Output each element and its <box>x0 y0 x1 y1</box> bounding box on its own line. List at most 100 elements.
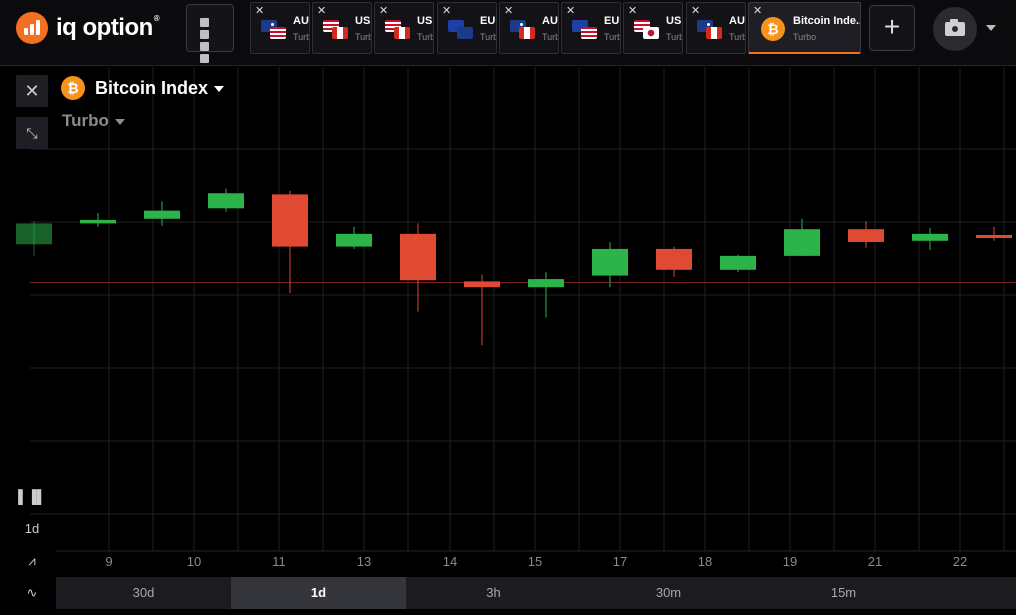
candle-body <box>784 229 820 256</box>
tab-type: Turb <box>666 32 683 42</box>
tab-symbol: EUI <box>604 15 621 27</box>
close-icon[interactable]: ✕ <box>566 5 576 17</box>
close-icon[interactable]: ✕ <box>442 5 452 17</box>
tab-type: Turb <box>355 32 372 42</box>
asset-type-selector[interactable]: Turbo <box>62 111 125 131</box>
chart-type-button[interactable]: ▌▐▌ <box>16 483 48 511</box>
x-tick-label: 11 <box>272 554 286 569</box>
minimize-button[interactable]: ⤡ <box>16 117 48 149</box>
close-icon[interactable]: ✕ <box>753 5 763 17</box>
currency-flags-icon <box>634 20 660 40</box>
candle-body <box>976 235 1012 238</box>
x-tick-label: 13 <box>356 554 372 569</box>
tab-type: Turbo <box>293 32 309 42</box>
candle-body <box>592 248 628 276</box>
period-15m[interactable]: 15m <box>830 585 857 600</box>
candle-body <box>16 223 52 245</box>
candle-body <box>208 193 244 209</box>
close-chart-button[interactable]: ✕ <box>16 75 48 107</box>
minimize-icon: ⤡ <box>26 125 38 141</box>
tab-type: Turb <box>542 32 559 42</box>
tab-type: Turb <box>480 32 497 42</box>
close-icon[interactable]: ✕ <box>255 5 265 17</box>
indicator-icon: ∿ <box>26 585 38 600</box>
period-30m[interactable]: 30m <box>655 585 682 600</box>
chevron-down-icon <box>114 118 125 125</box>
camera-icon <box>950 19 958 23</box>
timeframe-button[interactable]: 1d <box>24 521 40 536</box>
asset-tab[interactable]: ✕ USI Turb <box>374 2 434 54</box>
candle-body <box>144 210 180 219</box>
tab-symbol: AUI <box>542 15 558 27</box>
asset-tab[interactable]: ✕ AUI Turb <box>499 2 559 54</box>
close-icon[interactable]: ✕ <box>691 5 701 17</box>
chevron-down-icon[interactable] <box>986 25 996 31</box>
tab-symbol: AU <box>293 15 309 27</box>
tab-symbol: Bitcoin Inde... <box>793 15 861 27</box>
period-selector: 30d 1d 3h 30m 15m <box>56 577 1016 609</box>
top-bar: iq option® ✕ AU Turbo ✕ USI Turb ✕ USI Turb ✕ EUI T… <box>0 0 1016 66</box>
tab-bitcoin-index[interactable]: ✕ ₿ Bitcoin Inde... Turbo <box>748 2 861 54</box>
plus-icon: + <box>883 11 901 42</box>
close-icon: ✕ <box>24 81 40 101</box>
candle-body <box>400 233 436 281</box>
bitcoin-icon: ₿ <box>761 17 785 41</box>
x-tick-label: 21 <box>867 554 883 569</box>
tab-symbol: AUI <box>729 15 745 27</box>
candle-body <box>656 248 692 270</box>
period-30d[interactable]: 30d <box>132 585 155 600</box>
candle-body <box>912 233 948 241</box>
candle-body <box>528 279 564 288</box>
asset-tab[interactable]: ✕ AU Turbo <box>250 2 310 54</box>
period-3h[interactable]: 3h <box>486 585 501 600</box>
currency-flags-icon <box>697 20 723 40</box>
tab-type: Turb <box>604 32 621 42</box>
currency-flags-icon <box>323 20 349 40</box>
asset-tab[interactable]: ✕ EUI Turb <box>561 2 621 54</box>
bitcoin-icon: ₿ <box>61 76 85 100</box>
layout-grid-button[interactable] <box>186 4 234 63</box>
currency-flags-icon <box>261 20 287 40</box>
candle-body <box>848 229 884 242</box>
x-tick-label: 18 <box>697 554 713 569</box>
logo-icon <box>16 12 48 44</box>
tab-symbol: USI <box>417 15 434 27</box>
x-tick-label: 9 <box>105 554 113 569</box>
x-tick-label: 15 <box>527 554 543 569</box>
tab-type: Turb <box>729 32 746 42</box>
indicators-button[interactable]: ∿ <box>16 579 48 607</box>
chart-area[interactable] <box>0 67 1016 615</box>
close-icon[interactable]: ✕ <box>379 5 389 17</box>
period-1d[interactable]: 1d <box>231 577 406 609</box>
candle-body <box>80 219 116 224</box>
x-tick-label: 14 <box>442 554 458 569</box>
asset-tab[interactable]: ✕ USI Turb <box>312 2 372 54</box>
add-asset-button[interactable]: + <box>869 5 915 51</box>
tab-symbol: EUI <box>480 15 497 27</box>
close-icon[interactable]: ✕ <box>628 5 638 17</box>
asset-tab[interactable]: ✕ USI Turb <box>623 2 683 54</box>
x-tick-label: 10 <box>186 554 202 569</box>
logo[interactable]: iq option® <box>16 12 160 44</box>
x-tick-label: 17 <box>612 554 628 569</box>
currency-flags-icon <box>385 20 411 40</box>
chevron-down-icon <box>214 85 225 92</box>
candles-icon: ▌▐▌ <box>18 489 46 504</box>
candle-body <box>272 194 308 247</box>
candle-body <box>720 255 756 270</box>
tab-symbol: USI <box>355 15 372 27</box>
asset-name: Bitcoin Index <box>95 78 225 99</box>
asset-tab[interactable]: ✕ EUI Turb <box>437 2 497 54</box>
pencil-icon: ⩘ <box>28 553 36 568</box>
currency-flags-icon <box>510 20 536 40</box>
screenshot-button[interactable] <box>933 7 977 51</box>
tab-type: Turb <box>417 32 434 42</box>
close-icon[interactable]: ✕ <box>504 5 514 17</box>
brand-name: iq option® <box>56 14 160 41</box>
candlestick-chart[interactable] <box>0 67 1016 615</box>
drawing-tools-button[interactable]: ⩘ <box>16 547 48 575</box>
asset-tab[interactable]: ✕ AUI Turb <box>686 2 746 54</box>
x-tick-label: 19 <box>782 554 798 569</box>
close-icon[interactable]: ✕ <box>317 5 327 17</box>
asset-selector[interactable]: ₿ Bitcoin Index <box>61 76 225 100</box>
